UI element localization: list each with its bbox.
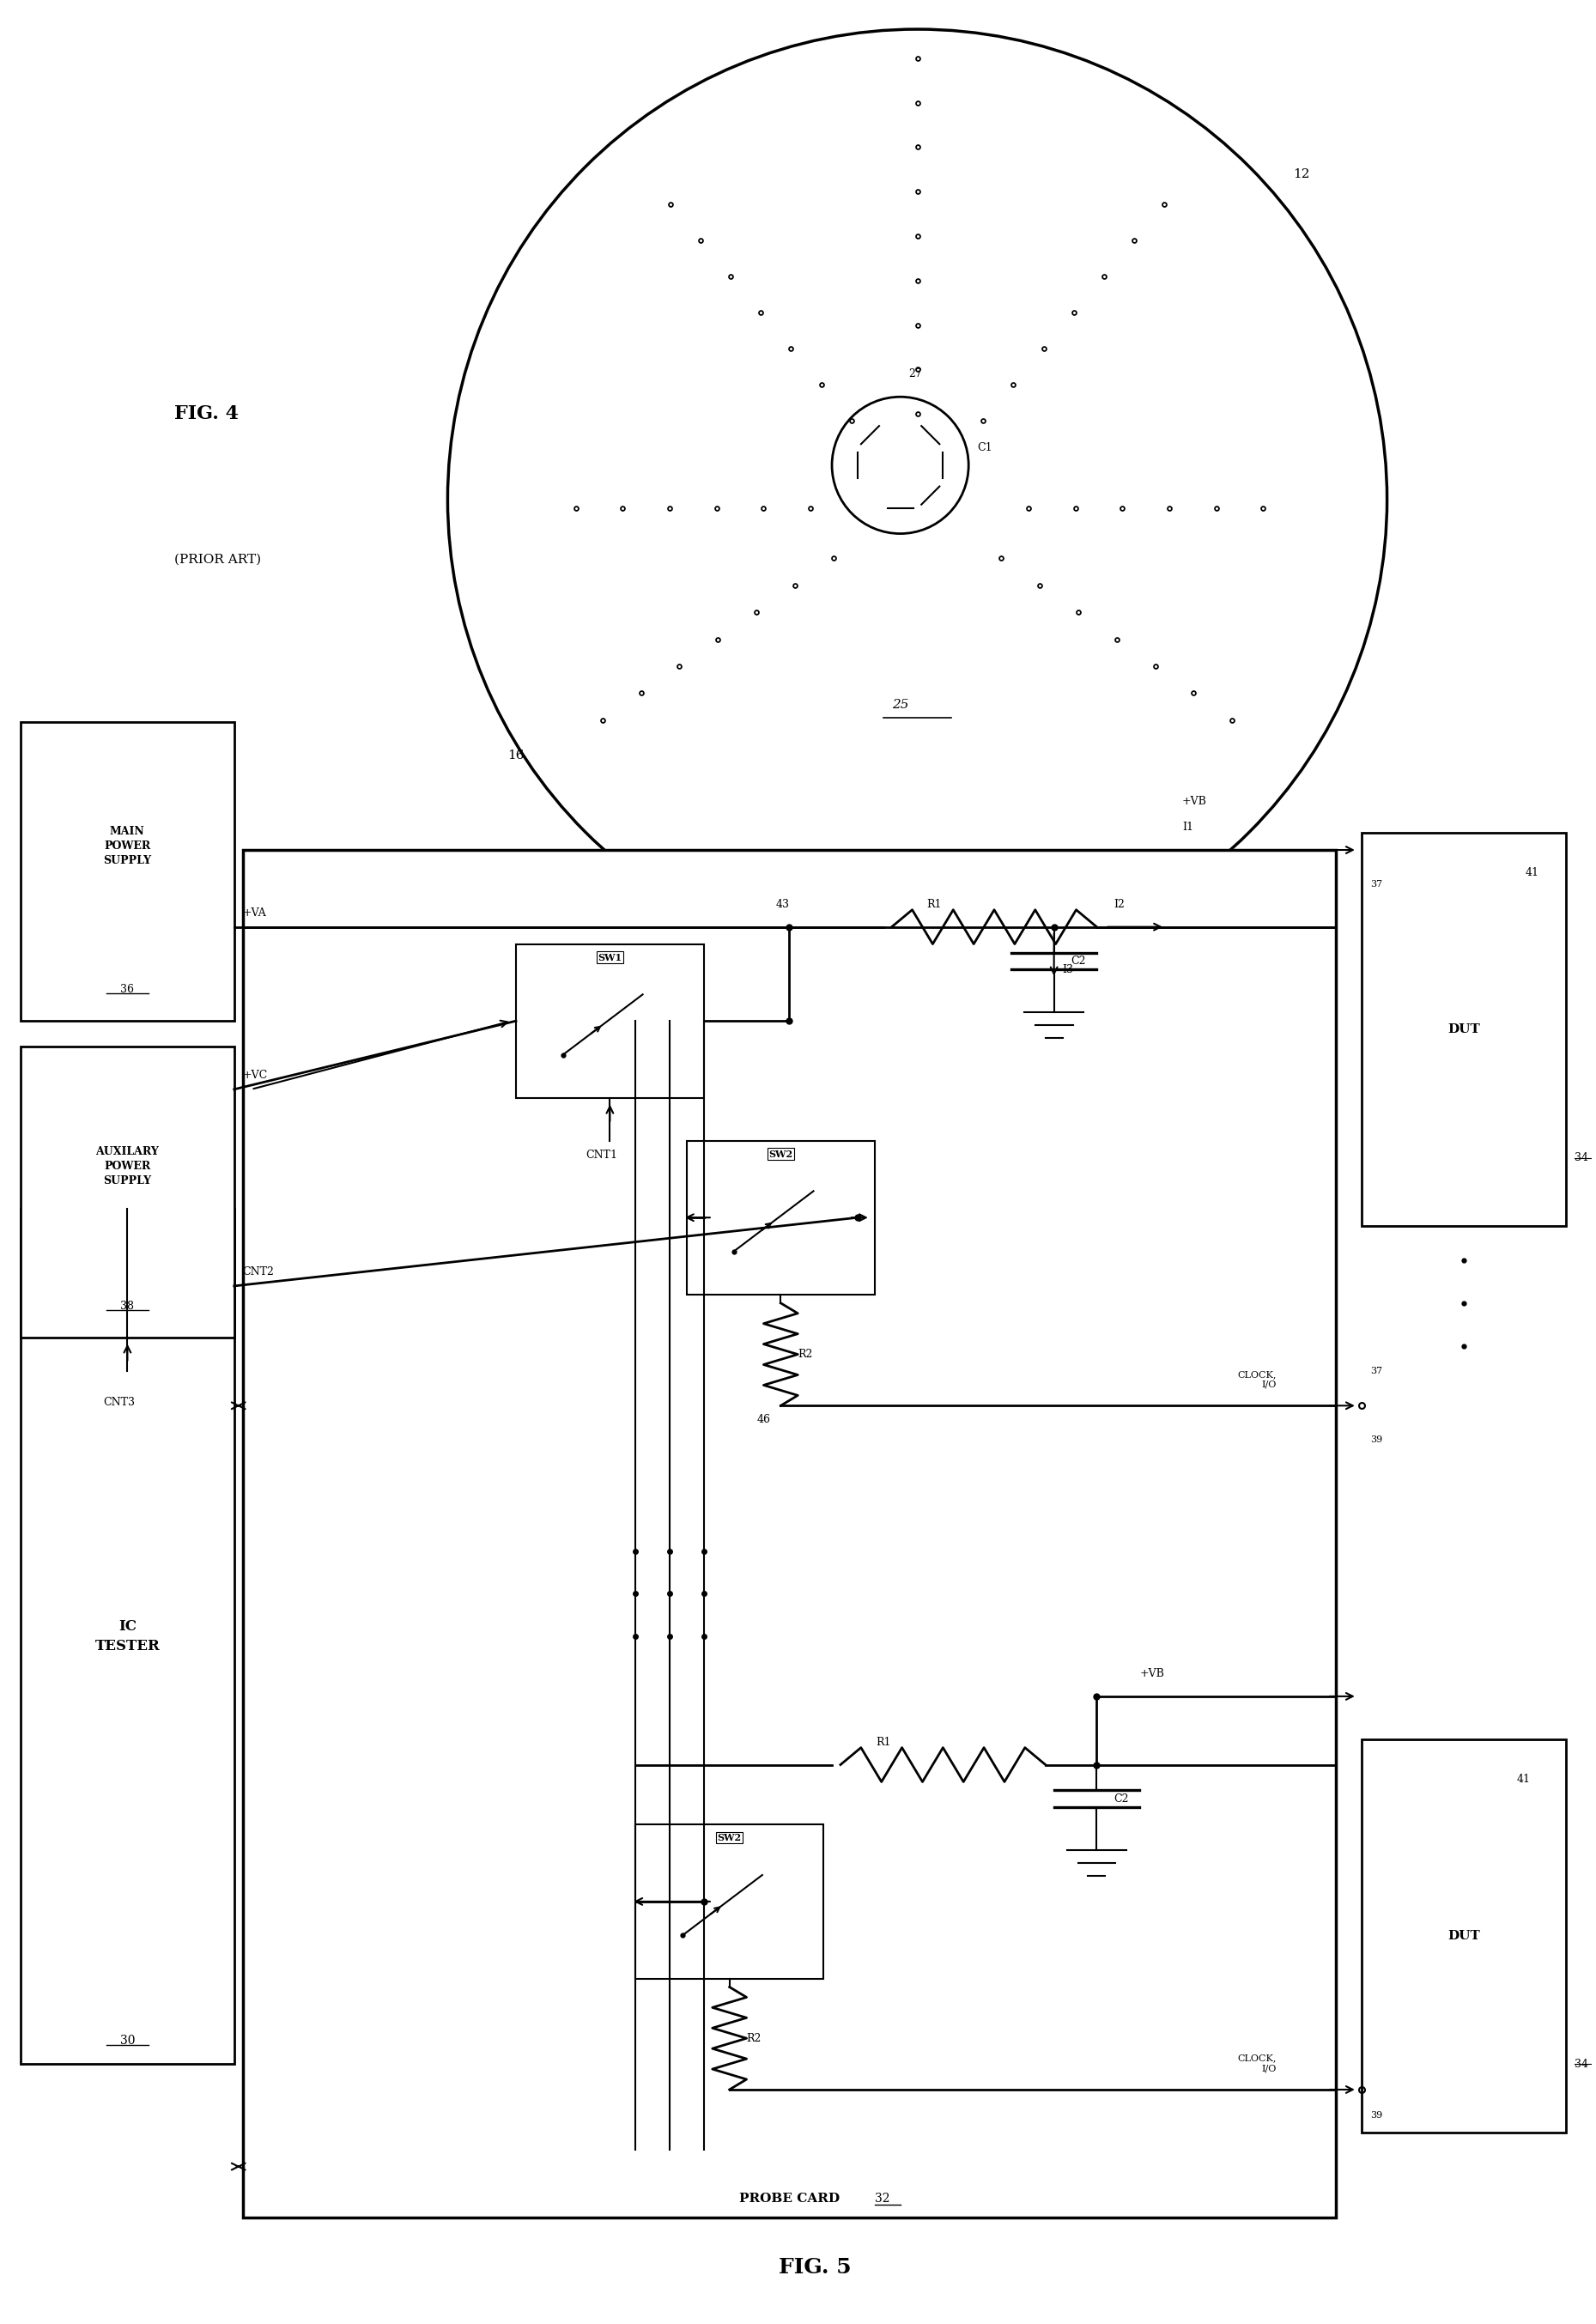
Bar bbox=[21, 723, 235, 1020]
Text: 38: 38 bbox=[121, 1301, 134, 1311]
Text: 41: 41 bbox=[1526, 867, 1539, 878]
Bar bbox=[21, 1208, 235, 2064]
Text: 37: 37 bbox=[1369, 881, 1382, 888]
Text: 41: 41 bbox=[1516, 1773, 1531, 1785]
Bar bbox=[21, 1046, 235, 1336]
Text: SW2: SW2 bbox=[717, 1834, 742, 1843]
Text: 27: 27 bbox=[908, 370, 922, 379]
Text: R2: R2 bbox=[798, 1348, 812, 1360]
Text: DUT: DUT bbox=[1448, 1929, 1479, 1943]
Text: 46: 46 bbox=[757, 1415, 771, 1425]
Bar bbox=[1361, 1738, 1566, 2133]
Bar bbox=[243, 851, 1336, 2217]
Text: CLOCK,
I/O: CLOCK, I/O bbox=[1237, 1371, 1277, 1387]
Text: 12: 12 bbox=[1293, 170, 1310, 181]
Text: 25: 25 bbox=[892, 700, 908, 711]
Text: 34: 34 bbox=[1575, 2059, 1588, 2071]
Text: R2: R2 bbox=[747, 2034, 761, 2043]
Text: (PRIOR ART): (PRIOR ART) bbox=[174, 553, 262, 565]
Text: CLOCK,
I/O: CLOCK, I/O bbox=[1237, 2054, 1277, 2073]
Text: AUXILARY
POWER
SUPPLY: AUXILARY POWER SUPPLY bbox=[96, 1146, 160, 1188]
Text: R1: R1 bbox=[876, 1736, 891, 1748]
Text: +VC: +VC bbox=[243, 1069, 268, 1081]
Text: 30: 30 bbox=[120, 2036, 136, 2047]
Text: 37: 37 bbox=[1369, 1367, 1382, 1376]
Text: C1: C1 bbox=[977, 442, 993, 453]
Text: 36: 36 bbox=[121, 983, 134, 995]
Text: 34: 34 bbox=[1575, 1153, 1588, 1164]
Text: CNT3: CNT3 bbox=[104, 1397, 134, 1408]
Bar bbox=[686, 1141, 875, 1294]
Text: 39: 39 bbox=[1369, 2110, 1382, 2119]
Text: I3: I3 bbox=[1063, 964, 1074, 976]
Text: CNT1: CNT1 bbox=[586, 1148, 618, 1160]
Text: C2: C2 bbox=[1114, 1794, 1128, 1803]
Text: +VA: +VA bbox=[243, 906, 267, 918]
Text: +VB: +VB bbox=[1140, 1669, 1163, 1680]
Text: R1: R1 bbox=[927, 899, 942, 909]
Text: +VB: +VB bbox=[1183, 797, 1207, 806]
Text: SW1: SW1 bbox=[598, 953, 622, 962]
Text: 43: 43 bbox=[776, 899, 790, 909]
Bar bbox=[635, 1824, 824, 1978]
Text: SW2: SW2 bbox=[769, 1148, 793, 1160]
Bar bbox=[1361, 832, 1566, 1227]
Text: 32: 32 bbox=[875, 2194, 889, 2205]
Text: FIG. 4: FIG. 4 bbox=[174, 404, 239, 423]
Text: FIG. 5: FIG. 5 bbox=[779, 2257, 851, 2278]
Text: C2: C2 bbox=[1071, 955, 1087, 967]
Text: CNT2: CNT2 bbox=[243, 1267, 275, 1278]
Bar bbox=[516, 944, 704, 1097]
Text: IC
TESTER: IC TESTER bbox=[94, 1620, 160, 1655]
Text: MAIN
POWER
SUPPLY: MAIN POWER SUPPLY bbox=[104, 825, 152, 867]
Text: 16: 16 bbox=[508, 751, 523, 762]
Text: 39: 39 bbox=[1369, 1436, 1382, 1443]
Text: I1: I1 bbox=[1183, 823, 1194, 832]
Text: I2: I2 bbox=[1114, 899, 1125, 909]
Text: PROBE CARD: PROBE CARD bbox=[739, 2194, 839, 2205]
Text: DUT: DUT bbox=[1448, 1023, 1479, 1037]
